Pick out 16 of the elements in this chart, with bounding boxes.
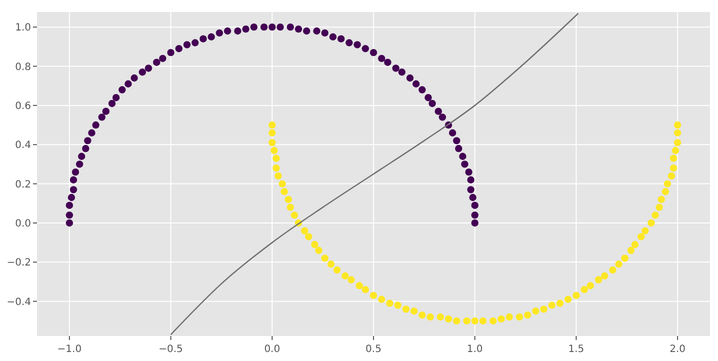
y-tick-label: −0.2	[6, 258, 31, 269]
x-tick-label: 1.0	[466, 344, 483, 355]
y-tick-label: 0.4	[15, 140, 31, 152]
x-tick-label: 0.5	[366, 344, 382, 355]
y-tick-label: 0.8	[15, 62, 31, 73]
x-tick-label: 0.0	[264, 344, 280, 355]
y-tick-label: 1.0	[15, 22, 31, 34]
line-series	[170, 12, 579, 336]
x-tick-label: 1.5	[568, 344, 584, 355]
x-tick-label: −1.0	[57, 344, 82, 355]
y-tick-label: 0.2	[15, 179, 31, 190]
x-tick-label: 2.0	[670, 344, 686, 355]
y-tick-label: 0.0	[15, 218, 31, 230]
y-tick-label: −0.4	[6, 296, 31, 308]
x-tick-label: −0.5	[158, 344, 183, 355]
y-tick-label: 0.6	[15, 100, 31, 112]
